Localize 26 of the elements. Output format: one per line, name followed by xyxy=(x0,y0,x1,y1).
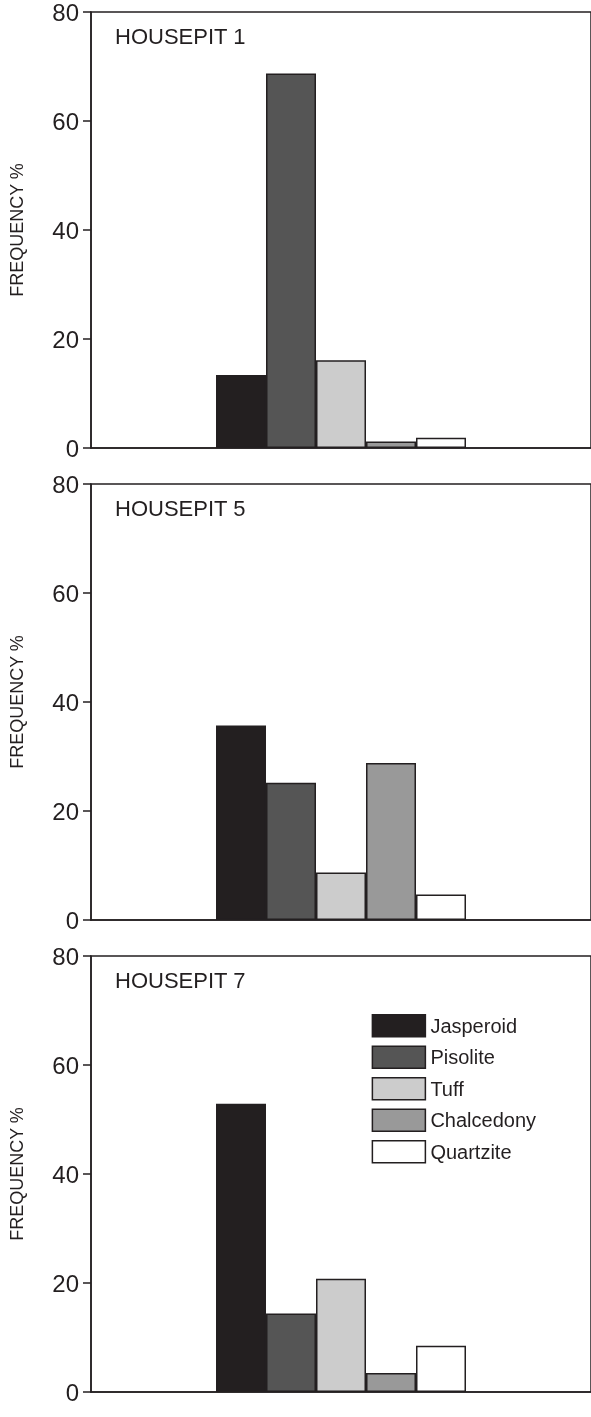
y-tick-label: 60 xyxy=(52,1051,79,1079)
legend-label: Pisolite xyxy=(430,1046,495,1069)
y-tick-label: 0 xyxy=(65,434,79,462)
legend-label: Tuff xyxy=(430,1077,465,1100)
y-tick-label: 20 xyxy=(52,325,79,353)
y-tick-label: 40 xyxy=(52,216,79,244)
y-tick-label: 40 xyxy=(52,1160,79,1188)
y-tick-label: 80 xyxy=(52,942,79,970)
legend-label: Jasperoid xyxy=(430,1014,518,1037)
y-tick-label: 20 xyxy=(52,1269,79,1297)
text: HOUSEPIT 7 xyxy=(115,967,246,993)
y-tick-label: 40 xyxy=(52,688,79,716)
y-tick-label: 80 xyxy=(52,470,79,498)
text: HOUSEPIT 1 xyxy=(115,23,246,49)
legend-label: Chalcedony xyxy=(430,1109,536,1132)
y-axis-title: FREQUENCY % xyxy=(7,635,27,769)
y-tick-label: 80 xyxy=(52,0,79,26)
legend-label: Quartzite xyxy=(430,1140,512,1163)
y-tick-label: 20 xyxy=(52,797,79,825)
y-axis-title: FREQUENCY % xyxy=(7,163,27,297)
text: HOUSEPIT 5 xyxy=(115,495,246,521)
y-tick-label: 0 xyxy=(65,1378,79,1406)
y-axis-title: FREQUENCY % xyxy=(7,1107,27,1241)
y-tick-label: 0 xyxy=(65,906,79,934)
y-tick-label: 60 xyxy=(52,579,79,607)
y-tick-label: 60 xyxy=(52,107,79,135)
